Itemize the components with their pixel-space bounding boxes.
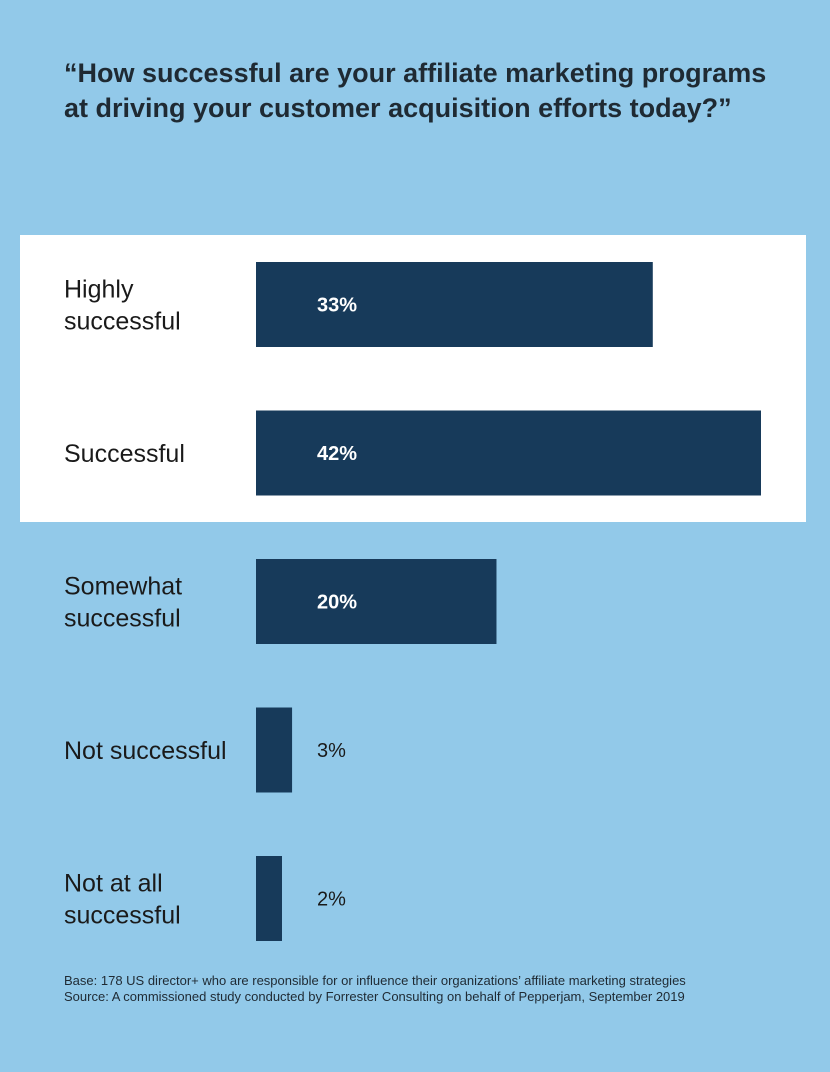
footnote: Base: 178 US director+ who are responsib… xyxy=(64,973,804,1005)
category-label-3: Not successful xyxy=(64,737,227,765)
value-label-0: 33% xyxy=(317,295,357,317)
category-label-2: Somewhat successful xyxy=(64,573,182,633)
category-label-0: Highly successful xyxy=(64,276,181,336)
bar-0 xyxy=(256,262,653,347)
footnote-source: Source: A commissioned study conducted b… xyxy=(64,989,685,1004)
value-label-1: 42% xyxy=(317,443,357,465)
category-label-1: Successful xyxy=(64,440,185,468)
footnote-base: Base: 178 US director+ who are responsib… xyxy=(64,973,686,988)
chart-title: “How successful are your affiliate marke… xyxy=(64,58,767,123)
value-label-4: 2% xyxy=(317,889,346,911)
value-label-2: 20% xyxy=(317,592,357,614)
bar-2 xyxy=(256,559,497,644)
category-label-4: Not at all successful xyxy=(64,870,181,930)
bar-1 xyxy=(256,410,761,496)
bar-4 xyxy=(256,856,282,941)
bar-3 xyxy=(256,707,293,793)
value-label-3: 3% xyxy=(317,740,346,762)
